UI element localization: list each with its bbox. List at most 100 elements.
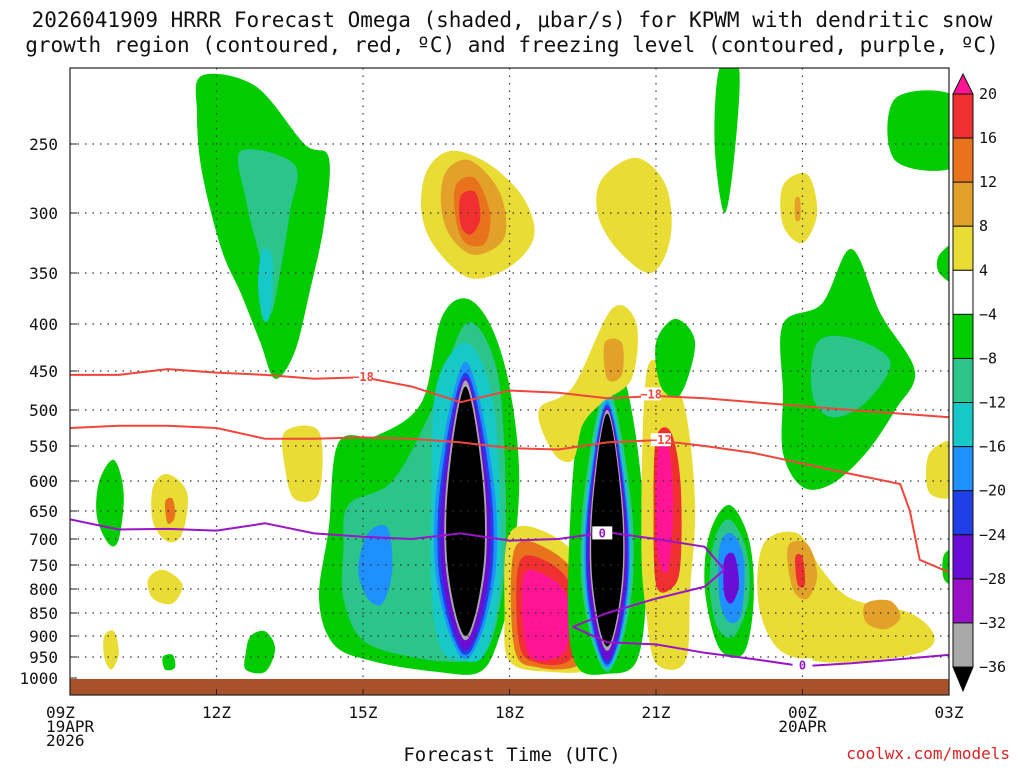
omega-green-left-bottom-1 [162, 654, 176, 671]
title-line-2: growth region (contoured, red, ºC) and f… [25, 33, 999, 57]
colorbar-tick-label-7: −12 [979, 394, 1006, 412]
x-tick-label-12-0: 21Z [642, 703, 671, 722]
colorbar-tick-label-3: 8 [979, 217, 988, 235]
omega-green-left-bottom-2 [244, 630, 276, 674]
omega-yellow-left-bottom [103, 630, 119, 670]
colorbar-top-arrow [952, 72, 974, 95]
omega-green-right-edge [936, 245, 949, 282]
x-tick-label-0-1: 19APR [46, 717, 95, 736]
x-tick-label-6-0: 15Z [349, 703, 378, 722]
contour-labels: −18 −18 −12 0 0 [352, 370, 813, 672]
x-tick-label-15-0: 00Z [788, 703, 817, 722]
colorbar-tick-label-8: −16 [979, 438, 1006, 456]
omega-blue-patch-left [358, 524, 393, 606]
temperature-contours [70, 368, 949, 668]
contour-label-bg-2 [650, 433, 671, 447]
colorbar-tick-label-6: −8 [979, 350, 997, 368]
contour-label-0: −18 [352, 370, 374, 384]
omega-green-right-edge-lower [942, 549, 949, 585]
contour-label-bg-3 [592, 526, 613, 540]
colorbar-tick-label-0: 20 [979, 85, 997, 103]
omega-orange-upper-right-2 [794, 196, 801, 222]
colorbar-tick-label-13: −36 [979, 658, 1006, 676]
colorbar-tick-label-5: −4 [979, 305, 997, 323]
y-tick-label-750: 750 [29, 556, 58, 575]
contour-line-2 [70, 518, 949, 668]
y-tick-label-850: 850 [29, 604, 58, 623]
y-tick-label-250: 250 [29, 135, 58, 154]
contour-label-3: 0 [599, 526, 606, 540]
colorbar-tick-label-10: −24 [979, 526, 1006, 544]
colorbar-tick-label-11: −28 [979, 570, 1006, 588]
colorbar-tick-label-2: 12 [979, 173, 997, 191]
omega-green-upper-right-strip [887, 90, 949, 171]
colorbar-segment-8 [952, 402, 974, 448]
x-tick-label-15-1: 20APR [778, 717, 827, 736]
colorbar-tick-label-9: −20 [979, 482, 1006, 500]
y-tick-label-550: 550 [29, 437, 58, 456]
title-line-1: 2026041909 HRRR Forecast Omega (shaded, … [31, 8, 993, 32]
y-tick-label-600: 600 [29, 472, 58, 491]
y-axis: 250 300 350 400 450 500 550 600 650 700 750 800 850 9… [19, 135, 77, 688]
omega-teal-right-plume [810, 335, 891, 418]
colorbar-segment-4 [952, 225, 974, 271]
colorbar-segment-13 [952, 622, 974, 668]
omega-cyan-upper-plume [258, 247, 274, 323]
y-tick-label-900: 900 [29, 627, 58, 646]
colorbar-bottom-arrow [952, 666, 974, 693]
contour-label-bg-0 [353, 370, 373, 384]
omega-violet-22z-column [723, 552, 740, 604]
omega-orange-right-lower [863, 599, 901, 630]
contour-label-bg-4 [792, 658, 813, 672]
x-tick-label-0-2: 2026 [46, 731, 85, 750]
y-tick-label-400: 400 [29, 315, 58, 334]
credit-label: coolwx.com/models [846, 744, 1010, 763]
x-tick-label-3-0: 12Z [202, 703, 231, 722]
x-tick-label-18-0: 03Z [935, 703, 964, 722]
y-tick-label-700: 700 [29, 530, 58, 549]
colorbar-segment-1 [952, 93, 974, 139]
omega-yellow-upper-right-1 [596, 157, 672, 274]
ground-bar [70, 679, 949, 695]
contour-label-1: −18 [640, 387, 662, 401]
colorbar-segment-11 [952, 534, 974, 580]
colorbar-segment-6 [952, 313, 974, 359]
y-tick-label-1000: 1000 [19, 669, 58, 688]
colorbar: 20 16 12 8 4 −4 −8 −12 −16 −20 −24 −28 −32 −36 [952, 72, 1006, 693]
contour-line-0 [70, 368, 949, 419]
y-tick-label-650: 650 [29, 502, 58, 521]
y-tick-label-500: 500 [29, 401, 58, 420]
omega-shading [96, 68, 949, 675]
omega-green-22z-tall-strip [714, 68, 740, 214]
omega-yellow-right-lower [757, 531, 935, 663]
colorbar-tick-label-4: 4 [979, 261, 988, 279]
y-tick-label-300: 300 [29, 204, 58, 223]
omega-yellow-14z-patch [281, 425, 323, 502]
omega-orange-left-small [164, 497, 176, 524]
x-tick-label-9-0: 18Z [495, 703, 524, 722]
x-tick-label-0-0: 09Z [46, 703, 75, 722]
colorbar-segment-2 [952, 137, 974, 183]
colorbar-segment-3 [952, 181, 974, 227]
colorbar-segment-10 [952, 490, 974, 536]
y-tick-label-450: 450 [29, 362, 58, 381]
omega-yellow-left-lower [147, 569, 183, 605]
contour-label-2: −12 [650, 433, 672, 447]
omega-yellow-right-edge [925, 440, 949, 499]
omega-black-core-west [446, 386, 485, 636]
y-tick-label-950: 950 [29, 648, 58, 667]
omega-orange-mid-patch [603, 338, 624, 382]
chart-title: 2026041909 HRRR Forecast Omega (shaded, … [0, 8, 1024, 58]
omega-green-left-small [96, 459, 124, 547]
colorbar-tick-label-1: 16 [979, 129, 997, 147]
omega-red-upper-blob [459, 190, 481, 235]
y-tick-label-800: 800 [29, 580, 58, 599]
omega-teal-upper-plume [237, 149, 298, 314]
contour-line-1 [70, 424, 949, 574]
colorbar-segment-12 [952, 578, 974, 624]
x-axis-title: Forecast Time (UTC) [403, 744, 621, 766]
omega-pink-lower-blob [521, 569, 570, 661]
colorbar-tick-label-12: −32 [979, 614, 1006, 632]
